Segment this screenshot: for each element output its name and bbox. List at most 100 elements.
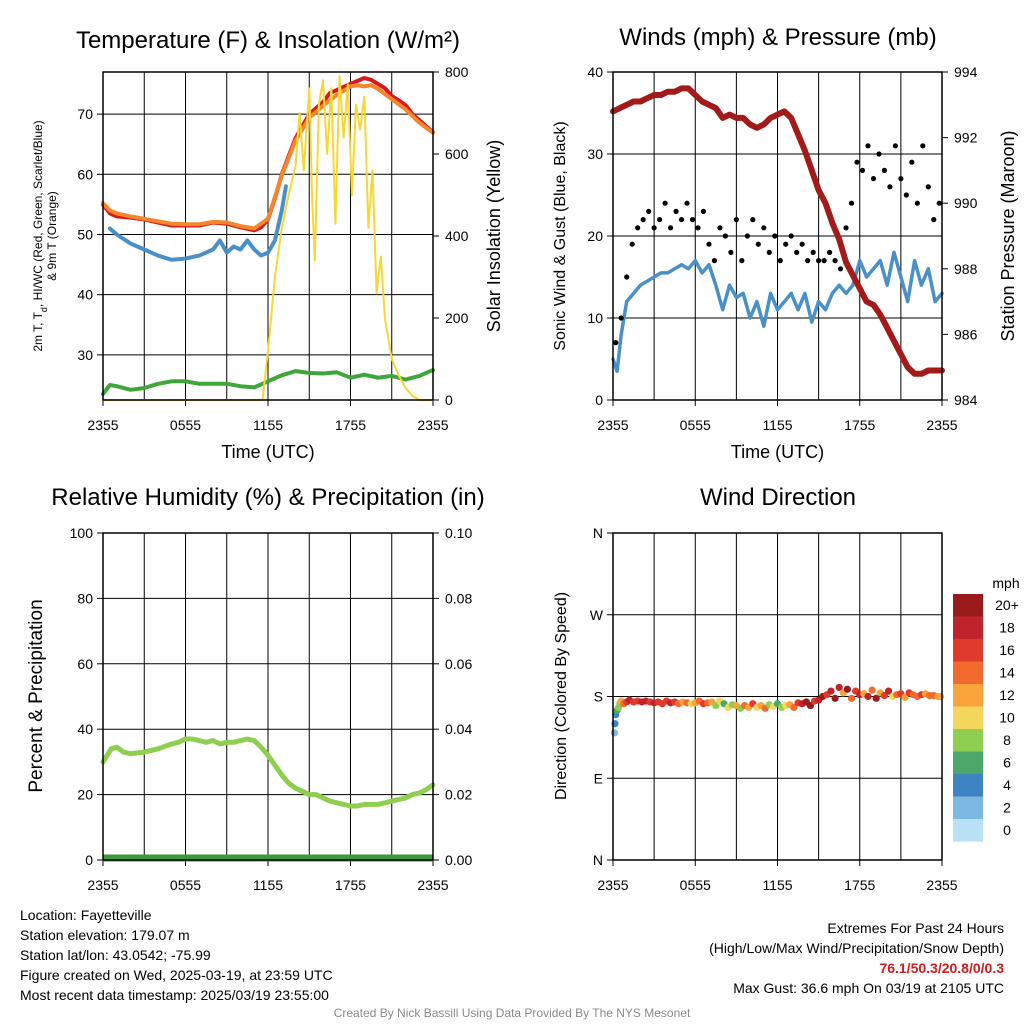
y-tick-label: N	[593, 525, 603, 541]
direction-point	[831, 694, 839, 702]
x-tick-label: 2355	[87, 877, 118, 893]
gust-point	[733, 217, 739, 223]
colorbar-swatch	[953, 751, 983, 774]
x-tick-label: 1755	[335, 877, 366, 893]
colorbar-label: 6	[1003, 755, 1011, 771]
gust-point	[695, 225, 701, 231]
y2-tick-label: 0.04	[445, 721, 472, 737]
gust-point	[799, 241, 805, 247]
colorbar-label: 2	[1003, 800, 1011, 816]
x-tick-label: 1155	[762, 877, 792, 893]
gust-point	[750, 217, 756, 223]
gust-point	[673, 208, 679, 214]
gust-point	[870, 176, 877, 182]
y2-tick-label: 986	[954, 326, 978, 342]
gust-point	[717, 225, 723, 231]
y-tick-label: 20	[77, 787, 93, 803]
gust-point	[859, 167, 866, 173]
figure-created: Figure created on Wed, 2025-03-19, at 23…	[20, 967, 333, 983]
series-solar-insolation-line	[102, 75, 434, 401]
colorbar-label: 14	[999, 665, 1015, 681]
chart-title: Winds (mph) & Pressure (mb)	[619, 24, 936, 51]
direction-point	[843, 685, 852, 693]
y2-tick-label: 200	[445, 310, 469, 326]
direction-point	[868, 686, 876, 694]
gust-point	[909, 159, 915, 165]
y2-tick-label: 0.10	[445, 525, 472, 541]
x-tick-label: 2355	[597, 877, 628, 893]
gust-point	[706, 241, 712, 247]
x-tick-label: 1755	[335, 417, 366, 433]
y-tick-label: 40	[77, 721, 93, 737]
gust-point	[898, 176, 904, 182]
series-hi-wc-line	[107, 184, 288, 262]
series-9m-t-line	[101, 83, 435, 231]
gust-point	[684, 200, 690, 206]
x-tick-label: 2355	[597, 417, 628, 433]
gust-point	[903, 192, 909, 198]
gust-point	[854, 159, 860, 165]
y-tick-label: N	[593, 852, 603, 868]
gust-point	[887, 184, 893, 190]
gust-point	[744, 233, 750, 239]
chart-title: Wind Direction	[700, 484, 856, 511]
plot-frame	[612, 532, 943, 861]
gust-point	[728, 249, 734, 255]
gust-point	[881, 167, 888, 173]
gust-point	[613, 340, 619, 346]
y2-tick-label: 988	[954, 261, 978, 277]
y-tick-label: W	[590, 607, 604, 623]
gust-point	[777, 258, 783, 264]
y-tick-label: 60	[77, 656, 93, 672]
direction-point	[610, 729, 618, 737]
y2-tick-label: 990	[954, 195, 978, 211]
colorbar-label: 16	[999, 642, 1015, 658]
x-tick-label: 1155	[253, 877, 283, 893]
station-elevation: Station elevation: 179.07 m	[20, 927, 190, 943]
colorbar-swatch	[953, 774, 983, 797]
x-tick-label: 1755	[844, 417, 875, 433]
x-tick-label: 0555	[170, 877, 201, 893]
extremes-panel: Extremes For Past 24 Hours (High/Low/Max…	[709, 918, 1004, 998]
colorbar-label: 8	[1003, 732, 1011, 748]
y2-tick-label: 0.02	[445, 787, 472, 803]
station-location: Location: Fayetteville	[20, 907, 152, 923]
max-gust: Max Gust: 36.6 mph On 03/19 at 2105 UTC	[733, 980, 1004, 996]
chart-title: Temperature (F) & Insolation (W/m²)	[76, 27, 460, 54]
gust-point	[843, 225, 849, 231]
direction-point	[864, 692, 872, 701]
y2-axis-label: Solar Insolation (Yellow)	[484, 140, 504, 332]
y-tick-label: 50	[77, 226, 93, 242]
y-tick-label: 10	[587, 310, 603, 326]
colorbar-swatch	[953, 729, 983, 752]
gust-point	[662, 200, 668, 206]
extremes-title: Extremes For Past 24 Hours	[827, 920, 1004, 936]
direction-point	[937, 692, 945, 701]
y2-axis-label: Station Pressure (Maroon)	[998, 130, 1018, 341]
y-axis-label: Direction (Colored By Speed)	[553, 592, 570, 800]
colorbar-swatch	[953, 706, 983, 729]
gust-point	[646, 208, 652, 214]
gust-point	[635, 225, 641, 231]
gust-point	[848, 200, 855, 206]
gust-point	[689, 217, 696, 223]
x-axis-label: Time (UTC)	[221, 442, 314, 462]
plot-frame	[102, 532, 434, 861]
plot-frame	[612, 71, 943, 401]
gust-point	[876, 151, 882, 157]
y-axis-label-subscript: d	[39, 307, 49, 312]
extremes-subtitle: (High/Low/Max Wind/Precipitation/Snow De…	[709, 940, 1004, 956]
y-tick-label: 80	[77, 590, 93, 606]
gust-point	[755, 241, 761, 247]
x-tick-label: 1755	[844, 877, 875, 893]
y-tick-label: 0	[85, 852, 93, 868]
y-tick-label: 0	[595, 392, 603, 408]
y-tick-label: 30	[587, 146, 603, 162]
y2-tick-label: 992	[954, 130, 978, 146]
gust-point	[925, 184, 931, 190]
credit-line: Created By Nick Bassill Using Data Provi…	[333, 1006, 691, 1020]
gust-point	[783, 241, 789, 247]
x-tick-label: 2355	[417, 877, 448, 893]
colorbar-swatch	[953, 661, 983, 684]
y-tick-label: 30	[77, 347, 93, 363]
